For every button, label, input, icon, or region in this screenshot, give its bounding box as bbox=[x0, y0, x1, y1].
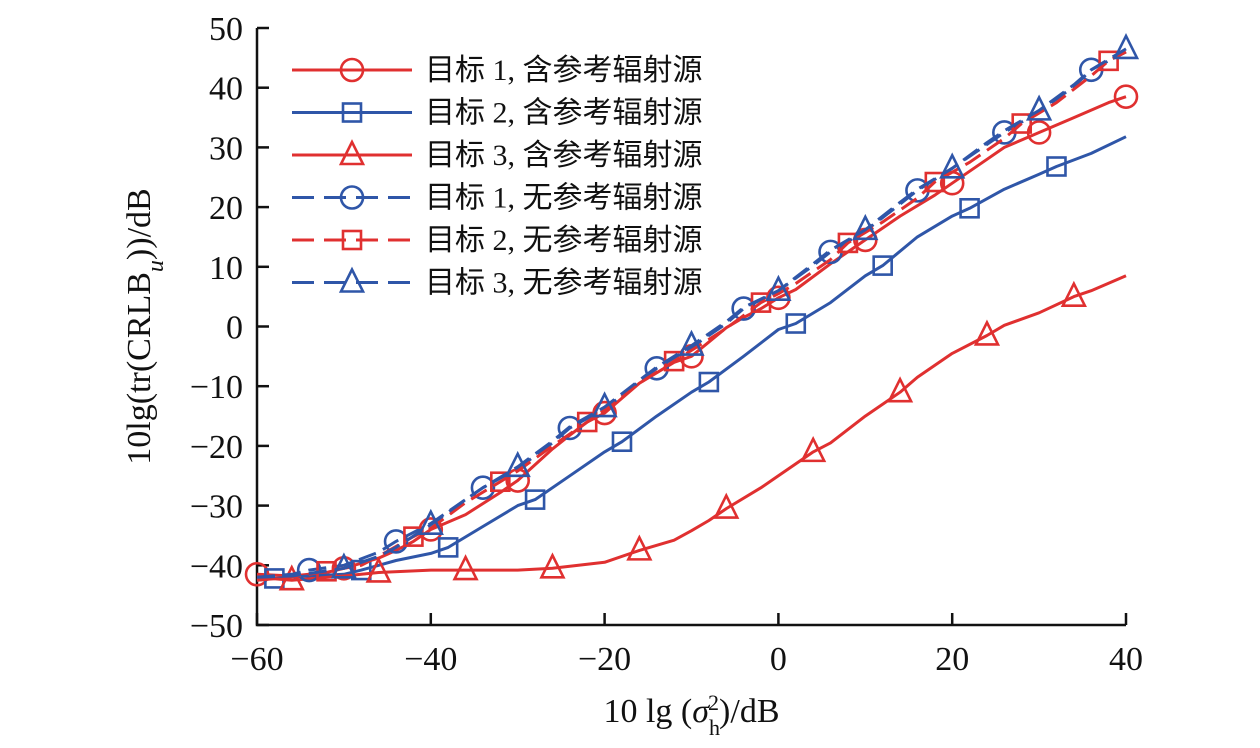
legend-label: 目标 1, 无参考辐射源 bbox=[425, 182, 703, 215]
x-tick-label: −60 bbox=[230, 641, 283, 678]
series-3 bbox=[256, 274, 1127, 591]
y-axis-title: 10lg(tr(CRLBu))/dB bbox=[121, 188, 169, 464]
legend-item: 目标 2, 无参考辐射源 bbox=[292, 224, 703, 257]
y-tick-label: −40 bbox=[190, 548, 243, 585]
legend-item: 目标 3, 无参考辐射源 bbox=[292, 267, 703, 300]
y-tick-label: −10 bbox=[190, 369, 243, 406]
x-tick-label: −20 bbox=[578, 641, 631, 678]
data-point-circle bbox=[244, 561, 270, 587]
legend-label: 目标 2, 含参考辐射源 bbox=[425, 97, 703, 130]
data-point-square bbox=[924, 171, 946, 193]
series-line bbox=[256, 274, 1127, 582]
data-point-square bbox=[959, 197, 980, 219]
legend-item: 目标 1, 无参考辐射源 bbox=[292, 182, 703, 215]
data-point-triangle bbox=[939, 152, 966, 179]
data-point-square bbox=[1098, 50, 1119, 72]
data-point-triangle bbox=[591, 391, 618, 418]
y-tick-label: 30 bbox=[209, 130, 243, 167]
data-point-triangle bbox=[713, 492, 740, 519]
data-point-square bbox=[403, 526, 424, 547]
legend-marker-circle bbox=[339, 57, 365, 83]
series-6 bbox=[256, 32, 1140, 579]
legend-item: 目标 1, 含参考辐射源 bbox=[292, 54, 703, 87]
data-point-triangle bbox=[765, 274, 792, 301]
data-point-square bbox=[785, 313, 807, 334]
legend-item: 目标 2, 含参考辐射源 bbox=[292, 97, 703, 130]
x-tick-label: −40 bbox=[404, 641, 457, 678]
series-line bbox=[256, 50, 1127, 579]
data-point-square bbox=[611, 431, 633, 453]
data-point-triangle bbox=[1025, 94, 1053, 121]
y-tick-label: −50 bbox=[190, 608, 243, 645]
x-tick-label: 40 bbox=[1109, 641, 1143, 678]
y-tick-label: 20 bbox=[209, 190, 243, 227]
y-tick-label: −30 bbox=[190, 489, 243, 526]
x-axis-title: 10 lg (σh2)/dB bbox=[603, 690, 779, 740]
series-line bbox=[256, 50, 1127, 582]
data-point-square bbox=[490, 471, 511, 493]
legend-marker-triangle bbox=[338, 139, 366, 166]
data-point-triangle bbox=[800, 435, 827, 463]
series-line bbox=[256, 47, 1127, 579]
legend-label: 目标 1, 含参考辐射源 bbox=[425, 54, 703, 87]
y-tick-label: 40 bbox=[209, 71, 243, 108]
data-point-triangle bbox=[1112, 32, 1140, 60]
data-point-circle bbox=[1113, 84, 1139, 109]
y-tick-label: 10 bbox=[209, 250, 243, 287]
legend-label: 目标 3, 含参考辐射源 bbox=[425, 139, 703, 172]
legend-marker-circle bbox=[339, 185, 365, 210]
data-point-triangle bbox=[973, 319, 1001, 346]
series-layer bbox=[244, 32, 1140, 591]
data-point-triangle bbox=[365, 556, 392, 583]
y-tick-label: 0 bbox=[226, 310, 243, 347]
data-point-triangle bbox=[504, 450, 531, 478]
x-tick-label: 0 bbox=[770, 641, 787, 678]
data-point-triangle bbox=[626, 534, 653, 561]
y-tick-label: −20 bbox=[190, 429, 243, 466]
data-point-triangle bbox=[852, 213, 879, 241]
legend-label: 目标 3, 无参考辐射源 bbox=[425, 267, 703, 300]
data-point-triangle bbox=[886, 376, 914, 403]
legend-marker-triangle bbox=[338, 266, 366, 293]
data-point-square bbox=[837, 232, 859, 254]
data-point-circle bbox=[296, 557, 322, 583]
data-point-square bbox=[698, 371, 720, 393]
y-tick-label: 50 bbox=[209, 11, 243, 48]
data-point-triangle bbox=[678, 329, 705, 356]
legend-label: 目标 2, 无参考辐射源 bbox=[425, 224, 703, 257]
axes-layer: −50 −40 −30 −20 −10 0 10 20 30 40 50 −60 −40 −20 0 20 40 bbox=[190, 11, 1143, 678]
data-point-triangle bbox=[452, 554, 479, 581]
series-4 bbox=[256, 50, 1127, 583]
x-tick-label: 20 bbox=[935, 641, 969, 678]
data-point-triangle bbox=[330, 552, 358, 579]
data-point-square bbox=[872, 255, 893, 276]
legend-marker-square bbox=[341, 102, 363, 123]
data-point-square bbox=[524, 489, 546, 510]
data-point-square bbox=[1011, 113, 1033, 134]
data-point-triangle bbox=[1060, 280, 1087, 307]
data-point-triangle bbox=[417, 508, 444, 536]
series-5 bbox=[256, 50, 1127, 582]
data-point-circle bbox=[644, 355, 670, 381]
data-point-circle bbox=[470, 475, 496, 500]
data-point-triangle bbox=[539, 552, 566, 579]
legend-marker-square bbox=[341, 229, 363, 251]
axis-titles: 10 lg (σh2)/dB 10lg(tr(CRLBu))/dB bbox=[121, 188, 780, 739]
legend-item: 目标 3, 含参考辐射源 bbox=[292, 139, 703, 172]
data-point-square bbox=[437, 537, 459, 558]
data-point-square bbox=[1046, 156, 1067, 177]
